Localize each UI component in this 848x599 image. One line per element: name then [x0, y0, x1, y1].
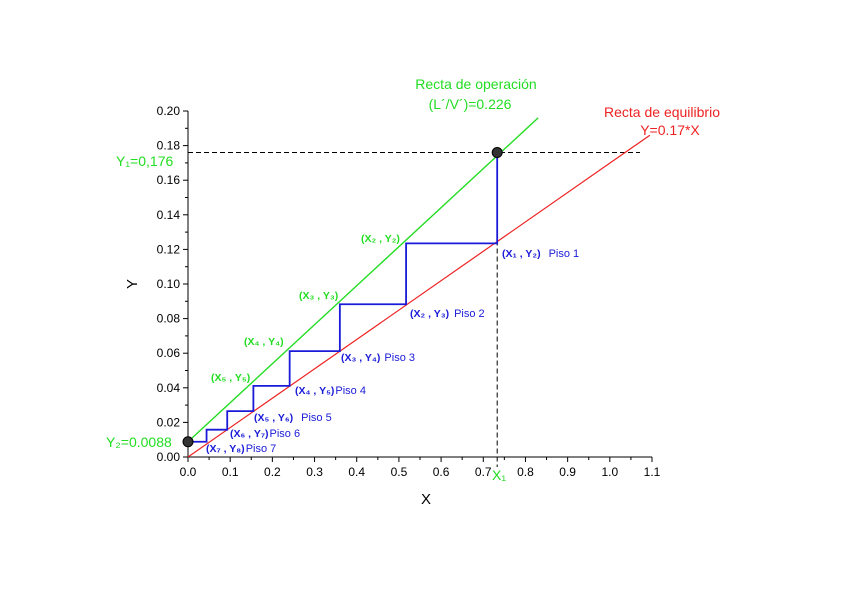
stage-coord-4: (X₄ , Y₅) [295, 385, 334, 397]
stage-coord-1: (X₁ , Y₂) [502, 248, 541, 260]
y-axis-title: Y [124, 279, 141, 289]
stage-label-3: (X₃ , Y₄) Piso 3 [341, 352, 415, 364]
x-tick-label: 0.8 [517, 465, 534, 479]
y-tick-label: 0.10 [157, 277, 181, 291]
stage-steps [188, 152, 499, 443]
operating-point-label-5: (X₅ , Y₅) [211, 372, 250, 384]
operating-line [187, 117, 539, 443]
y1-label: Y₁=0,176 [116, 153, 173, 169]
x-tick-label: 0.3 [306, 465, 323, 479]
series-lines [187, 117, 651, 458]
operating-line-title-1: Recta de operación [415, 76, 536, 92]
stage-label-2: (X₂ , Y₃) Piso 2 [410, 308, 485, 320]
equilibrium-line [187, 134, 651, 458]
axes: 0.0 0.1 0.2 0.3 0.4 0.5 0.6 0.7 0.8 0.9 1.0 1.1 0.00… [124, 104, 661, 508]
y-tick-label: 0.06 [157, 346, 181, 360]
operating-point-label-2: (X₂ , Y₂) [361, 233, 400, 245]
stage-coord-6: (X₆ , Y₇) [230, 428, 269, 440]
x-tick-label: 0.0 [180, 465, 197, 479]
stage-label-7: (X₇ , Y₈)Piso 7 [206, 443, 276, 455]
annotations: Recta de operación (L´/V´)=0.226 Recta d… [106, 76, 720, 483]
stage-label-6: (X₆ , Y₇)Piso 6 [230, 428, 300, 440]
stage-coord-3: (X₃ , Y₄) [341, 352, 380, 364]
endpoint-marker-1 [491, 147, 503, 159]
stage-piso-5: Piso 5 [301, 412, 332, 424]
y-tick-label: 0.20 [157, 104, 181, 118]
x-tick-label: 1.1 [644, 465, 661, 479]
y-tick-label: 0.14 [157, 208, 181, 222]
y-tick-label: 0.12 [157, 242, 181, 256]
stage-piso-4: Piso 4 [335, 385, 366, 397]
stage-coord-5: (X₅ , Y₆) [254, 412, 293, 424]
stage-piso-6: Piso 6 [270, 428, 301, 440]
x-tick-label: 0.5 [391, 465, 408, 479]
x-tick-label: 0.6 [433, 465, 450, 479]
stage-coord-2: (X₂ , Y₃) [410, 308, 449, 320]
x-tick-label: 0.7 [475, 465, 492, 479]
x-tick-label: 0.4 [348, 465, 365, 479]
stage-piso-1: Piso 1 [549, 248, 580, 260]
operating-point-label-3: (X₃ , Y₃) [299, 290, 338, 302]
stage-piso-3: Piso 3 [384, 352, 415, 364]
x1-label: X₁ [492, 467, 506, 483]
operating-line-title-2: (L´/V´)=0.226 [429, 96, 512, 112]
x-tick-label: 0.9 [559, 465, 576, 479]
y-tick-label: 0.04 [157, 381, 181, 395]
y-tick-label: 0.08 [157, 312, 181, 326]
x-tick-label: 0.1 [222, 465, 239, 479]
endpoint-marker-2 [182, 436, 194, 448]
y-tick-label: 0.16 [157, 173, 181, 187]
stage-piso-2: Piso 2 [454, 308, 485, 320]
equilibrium-line-title-2: Y=0.17*X [640, 122, 700, 138]
stage-staircase [188, 152, 499, 443]
stage-label-1: (X₁ , Y₂) Piso 1 [502, 248, 579, 260]
y-tick-label: 0.18 [157, 139, 181, 153]
stage-label-4: (X₄ , Y₅)Piso 4 [295, 385, 366, 397]
x-axis-title: X [421, 491, 431, 508]
endpoint-markers [182, 147, 503, 448]
x-tick-label: 1.0 [601, 465, 618, 479]
equilibrium-line-title-1: Recta de equilibrio [604, 104, 720, 120]
stage-coord-7: (X₇ , Y₈) [206, 443, 245, 455]
y2-label: Y₂=0.0088 [106, 434, 172, 450]
x-tick-label: 0.2 [264, 465, 281, 479]
stage-label-5: (X₅ , Y₆) Piso 5 [254, 412, 332, 424]
y-tick-label: 0.00 [157, 450, 181, 464]
stage-piso-7: Piso 7 [246, 443, 277, 455]
y-tick-label: 0.02 [157, 415, 181, 429]
operating-point-label-4: (X₄ , Y₄) [244, 336, 284, 348]
